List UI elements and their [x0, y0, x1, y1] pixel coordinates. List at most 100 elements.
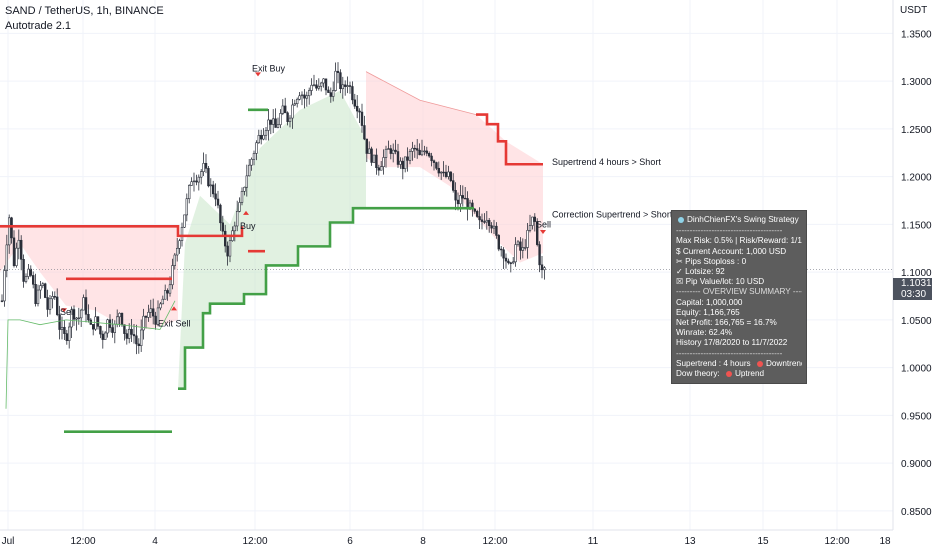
candle-body — [427, 153, 431, 157]
candle-body — [221, 222, 224, 232]
x-tick-label: 18 — [879, 536, 891, 547]
candle-body — [403, 156, 407, 170]
candle-body — [159, 303, 162, 309]
candle-body — [5, 244, 9, 271]
candle-body — [336, 70, 340, 73]
annotation-label: Correction Supertrend > Short — [552, 210, 673, 220]
candle-body — [77, 317, 81, 319]
candle-body — [68, 326, 71, 341]
candle-body — [226, 245, 229, 257]
candle-body — [423, 150, 426, 153]
candle-body — [75, 317, 78, 320]
summary-line: Net Profit: 166,765 = 16.7% — [676, 318, 777, 328]
candle-body — [12, 237, 16, 266]
candle-body — [394, 149, 397, 152]
candle-body — [24, 276, 28, 282]
candle-body — [449, 171, 452, 181]
candle-body — [214, 193, 217, 200]
candle-body — [420, 150, 424, 156]
candle-body — [113, 323, 117, 333]
candle-body — [485, 220, 488, 223]
candle-body — [519, 241, 522, 251]
candle-body — [80, 309, 83, 319]
candle-body — [46, 297, 49, 310]
candle-body — [123, 324, 126, 334]
up-arrow-icon — [243, 210, 249, 215]
supertrend-state: Downtrend — [765, 358, 802, 368]
annotation-label: Sell — [60, 307, 75, 317]
candle-body — [70, 309, 73, 328]
candle-body — [101, 333, 105, 340]
candle-body — [521, 247, 525, 251]
candle-body — [401, 160, 404, 170]
candle-body — [322, 78, 325, 84]
y-tick-label: 1.3500 — [901, 29, 932, 40]
summary-line: Capital: 1,000,000 — [676, 297, 743, 307]
candle-body — [492, 225, 496, 229]
trailing-line — [5, 300, 176, 409]
candle-body — [106, 319, 109, 334]
candle-body — [511, 261, 515, 264]
supertrend-status: Supertrend : 4 hours Downtrend — [676, 359, 802, 369]
candle-body — [8, 217, 11, 246]
candle-body — [58, 314, 61, 330]
candle-body — [19, 239, 23, 260]
candle-body — [425, 150, 428, 154]
candle-body — [236, 211, 239, 227]
divider: --------------------------------------- — [676, 348, 783, 358]
candle-body — [164, 290, 167, 300]
strategy-info-panel: DinhChienFX's Swing Strategy -----------… — [671, 210, 807, 384]
candle-body — [463, 197, 467, 200]
candle-body — [363, 125, 366, 140]
candle-body — [437, 167, 440, 174]
candle-body — [334, 70, 337, 91]
y-tick-label: 1.3000 — [901, 77, 932, 88]
candle-body — [140, 329, 143, 347]
candle-body — [10, 217, 13, 239]
candle-body — [233, 225, 236, 232]
candle-body — [154, 315, 157, 325]
uptrend-dot-icon — [725, 370, 732, 377]
candle-body — [116, 316, 119, 325]
candle-body — [346, 85, 349, 87]
indicator-title: Autotrade 2.1 — [5, 20, 72, 32]
overview-header: --------- OVERVIEW SUMMARY --------- — [676, 287, 802, 297]
y-tick-label: 0.8500 — [901, 507, 932, 518]
divider: --------------------------------------- — [676, 226, 783, 236]
candle-body — [439, 171, 443, 174]
supertrend-line — [0, 225, 244, 238]
candle-body — [504, 257, 508, 262]
candle-body — [92, 324, 95, 330]
candle-body — [298, 95, 301, 100]
dow-state: Uptrend — [734, 369, 765, 379]
candle-body — [348, 85, 352, 87]
candle-body — [240, 191, 244, 203]
panel-title: DinhChienFX's Swing Strategy — [676, 215, 802, 225]
candle-body — [523, 247, 527, 249]
candle-body — [442, 171, 445, 174]
candle-body — [271, 118, 275, 125]
candle-body — [15, 247, 18, 266]
candle-body — [312, 84, 316, 86]
candle-body — [456, 199, 460, 205]
candle-body — [315, 84, 318, 89]
candle-body — [487, 220, 491, 226]
candle-body — [408, 151, 412, 161]
candle-body — [209, 184, 212, 187]
candle-body — [180, 226, 184, 241]
candle-body — [279, 113, 282, 126]
candle-body — [432, 160, 436, 163]
candle-body — [283, 105, 287, 114]
x-tick-label: 15 — [757, 536, 769, 547]
candle-body — [48, 298, 52, 310]
candles — [0, 62, 546, 355]
candle-body — [147, 311, 150, 318]
dow-status: Dow theory: Uptrend — [676, 369, 802, 379]
candle-body — [250, 158, 253, 166]
supertrend-line — [476, 113, 543, 166]
x-tick-label: Jul — [2, 536, 15, 547]
trend-fills — [0, 71, 543, 389]
candle-body — [360, 111, 364, 126]
candle-body — [329, 92, 332, 97]
